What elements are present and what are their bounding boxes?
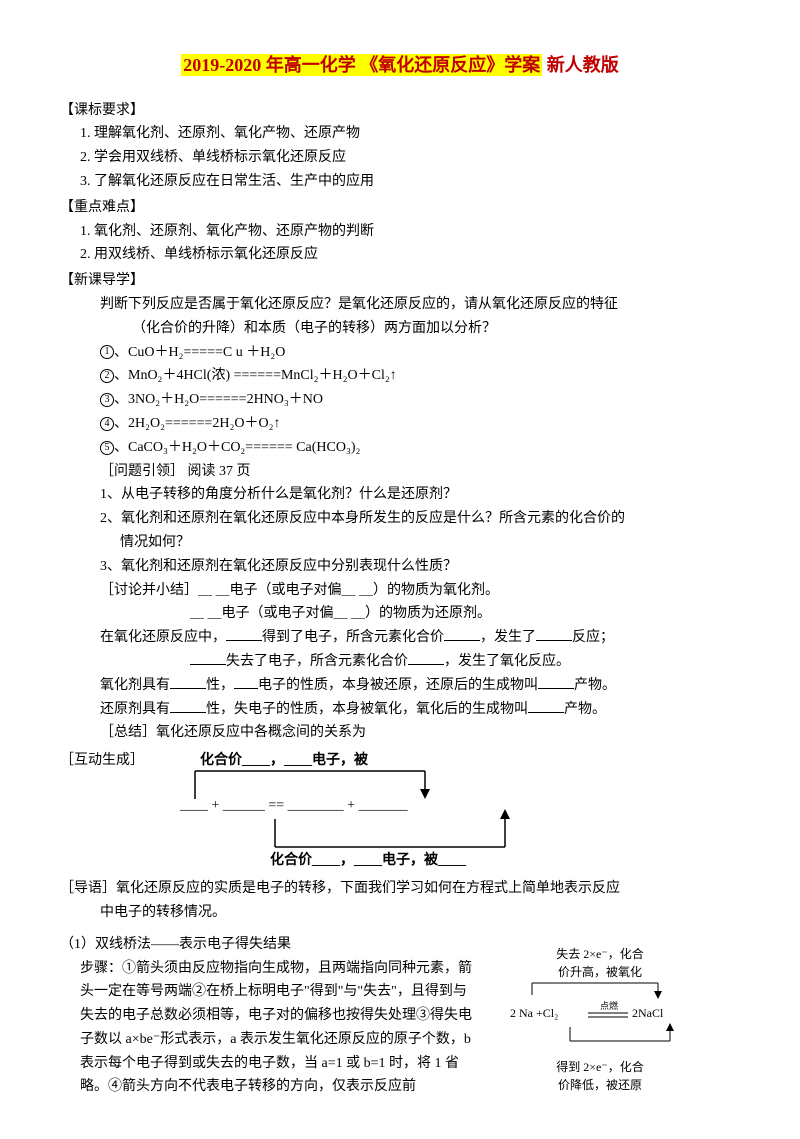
title-highlight: 2019-2020 年高一化学 《氧化还原反应》学案 <box>181 54 542 76</box>
circled-1: 1 <box>100 345 114 359</box>
s1-item2: 2. 学会用双线桥、单线桥标示氧化还原反应 <box>60 146 740 170</box>
blank <box>226 627 262 641</box>
s3-question: 判断下列反应是否属于氧化还原反应？是氧化还原反应的，请从氧化还原反应的特征 <box>60 293 740 317</box>
step-label: 步骤： <box>80 961 122 976</box>
eq-3: 3、3NO₂＋H₂O======2HNO₃＋NO <box>60 388 740 412</box>
fill-l1a: 在氧化还原反应中， <box>100 630 226 645</box>
circled-2: 2 <box>100 369 114 383</box>
rd-bot2: 价降低，被还原 <box>510 1076 690 1094</box>
diagram-bot-text: 化合价____，____电子，被____ <box>270 849 466 873</box>
title-rest: 新人教版 <box>542 55 619 75</box>
section-1-head: 【课标要求】 <box>60 99 740 123</box>
discuss-head: ［讨论并小结］＿ ＿电子（或电子对偏＿ ＿）的物质为氧化剂。 <box>60 579 740 603</box>
summary: ［总结］氧化还原反应中各概念间的关系为 <box>60 721 740 745</box>
eq1-text: 、CuO＋H₂=====C u ＋H₂O <box>114 345 285 360</box>
blank <box>408 651 444 665</box>
eq-4: 4、2H₂O₂======2H₂O＋O₂↑ <box>60 412 740 436</box>
rd-top2: 价升高，被氧化 <box>510 963 690 981</box>
fill-l4b: 性，失电子的性质，本身被氧化，氧化后的生成物叫 <box>206 702 528 717</box>
rd-top1: 失去 2×e⁻，化合 <box>510 945 690 963</box>
svg-text:2 Na +Cl₂: 2 Na +Cl₂ <box>510 1006 558 1020</box>
s2-item2: 2. 用双线桥、单线桥标示氧化还原反应 <box>60 243 740 267</box>
s2-item1: 1. 氧化剂、还原剂、氧化产物、还原产物的判断 <box>60 220 740 244</box>
page-title: 2019-2020 年高一化学 《氧化还原反应》学案 新人教版 <box>60 50 740 81</box>
eq4-text: 、2H₂O₂======2H₂O＋O₂↑ <box>114 416 280 431</box>
eq-2: 2、MnO₂＋4HCl(浓) ======MnCl₂＋H₂O＋Cl₂↑ <box>60 364 740 388</box>
bridge-svg: 2 Na +Cl₂ 点燃 2NaCl <box>510 981 690 1053</box>
fill-l1: 在氧化还原反应中， 得到了电子，所含元素化合价 ，发生了 反应； <box>60 626 740 650</box>
eq3-text: 、3NO₂＋H₂O======2HNO₃＋NO <box>114 392 323 407</box>
problem-head: ［问题引领］ 阅读 37 页 <box>60 460 740 484</box>
fill-l3a: 氧化剂具有 <box>100 678 170 693</box>
eq-1: 1、CuO＋H₂=====C u ＋H₂O <box>60 341 740 365</box>
fill-l1d: 反应； <box>572 630 614 645</box>
p2b: 情况如何？ <box>60 531 740 555</box>
blank <box>538 675 574 689</box>
p1: 1、从电子转移的角度分析什么是氧化剂？什么是还原剂？ <box>60 483 740 507</box>
method-steps: 步骤：①箭头须由反应物指向生成物，且两端指向同种元素，箭头一定在等号两端②在桥上… <box>60 957 480 1100</box>
bridge-diagram: 失去 2×e⁻，化合 价升高，被氧化 2 Na +Cl₂ 点燃 2NaCl 得到… <box>510 945 690 1094</box>
blank <box>170 675 206 689</box>
fill-l2: 失去了电子，所含元素化合价 ，发生了氧化反应。 <box>60 650 740 674</box>
eq-5: 5、CaCO₃＋H₂O＋CO₂====== Ca(HCO₃)₂ <box>60 436 740 460</box>
fill-l2b: ，发生了氧化反应。 <box>444 654 570 669</box>
fill-l3c: 电子的性质，本身被还原，还原后的生成物叫 <box>258 678 538 693</box>
eq2-text: 、MnO₂＋4HCl(浓) ======MnCl₂＋H₂O＋Cl₂↑ <box>114 368 397 383</box>
svg-text:点燃: 点燃 <box>600 1000 618 1011</box>
blank <box>190 651 226 665</box>
svg-text:____ + ______ == ________ +: ____ + ______ == ________ + _______ <box>179 798 409 813</box>
fill-l3: 氧化剂具有 性， 电子的性质，本身被还原，还原后的生成物叫 产物。 <box>60 674 740 698</box>
guide-l1: ［导语］氧化还原反应的实质是电子的转移，下面我们学习如何在方程式上简单地表示反应 <box>60 877 740 901</box>
guide-l2: 中电子的转移情况。 <box>60 901 740 925</box>
blank <box>170 699 206 713</box>
circled-4: 4 <box>100 417 114 431</box>
s1-item3: 3. 了解氧化还原反应在日常生活、生产中的应用 <box>60 170 740 194</box>
rd-bot1: 得到 2×e⁻，化合 <box>510 1058 690 1076</box>
fill-l3b: 性， <box>206 678 234 693</box>
p2: 2、氧化剂和还原剂在氧化还原反应中本身所发生的反应是什么？所含元素的化合价的 <box>60 507 740 531</box>
fill-l4c: 产物。 <box>564 702 606 717</box>
section-2-head: 【重点难点】 <box>60 196 740 220</box>
blank <box>528 699 564 713</box>
circled-5: 5 <box>100 441 114 455</box>
fill-l1b: 得到了电子，所含元素化合价 <box>262 630 444 645</box>
blank <box>444 627 480 641</box>
s3-question2: （化合价的升降）和本质（电子的转移）两方面加以分析？ <box>60 317 740 341</box>
circled-3: 3 <box>100 393 114 407</box>
fill-l1c: ，发生了 <box>480 630 536 645</box>
svg-text:2NaCl: 2NaCl <box>632 1006 664 1020</box>
concept-diagram: ［互动生成］ 化合价____，____电子，被 ____ + ______ ==… <box>60 749 740 869</box>
s1-item1: 1. 理解氧化剂、还原剂、氧化产物、还原产物 <box>60 122 740 146</box>
fill-l4a: 还原剂具有 <box>100 702 170 717</box>
section-3-head: 【新课导学】 <box>60 269 740 293</box>
fill-l3d: 产物。 <box>574 678 616 693</box>
p3: 3、氧化剂和还原剂在氧化还原反应中分别表现什么性质？ <box>60 555 740 579</box>
blank <box>536 627 572 641</box>
discuss-l2: ＿ ＿电子（或电子对偏＿ ＿）的物质为还原剂。 <box>60 602 740 626</box>
eq5-text: 、CaCO₃＋H₂O＋CO₂====== Ca(HCO₃)₂ <box>114 440 360 455</box>
blank <box>234 675 258 689</box>
step-body: ①箭头须由反应物指向生成物，且两端指向同种元素，箭头一定在等号两端②在桥上标明电… <box>80 961 472 1095</box>
fill-l4: 还原剂具有 性，失电子的性质，本身被氧化，氧化后的生成物叫 产物。 <box>60 698 740 722</box>
fill-l2a: 失去了电子，所含元素化合价 <box>226 654 408 669</box>
